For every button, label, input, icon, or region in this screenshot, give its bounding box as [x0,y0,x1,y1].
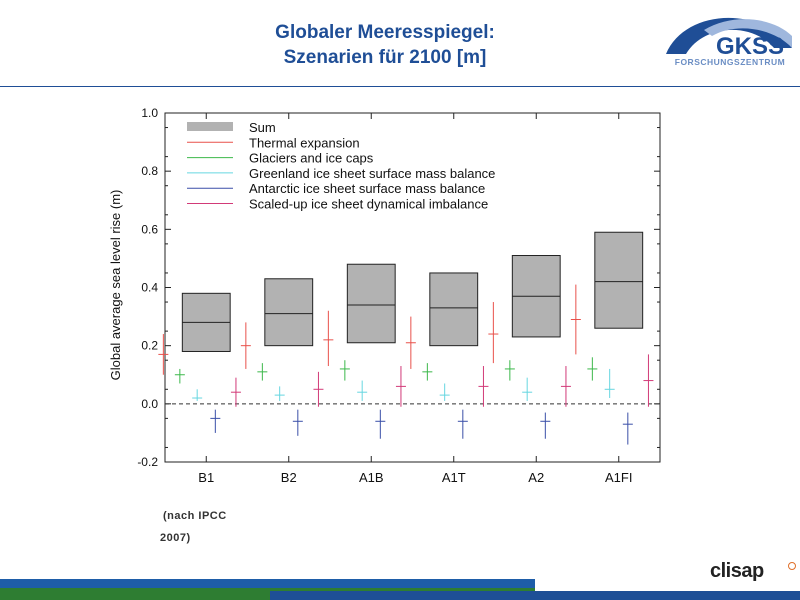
legend-label-greenland: Greenland ice sheet surface mass balance [249,166,495,181]
sum-box [264,278,314,347]
gkss-logo-name: GKSS [716,33,784,60]
title-line-1: Globaler Meeresspiegel: [275,22,495,43]
gkss-logo-subtitle: FORSCHUNGSZENTRUM [674,57,786,67]
sum-box [346,263,396,344]
source-line-1: (nach IPCC [163,510,227,522]
x-tick-label: B2 [281,470,297,485]
header-divider [0,86,800,87]
source-line-2: 2007) [160,532,191,544]
page-title: Globaler Meeresspiegel: Szenarien für 21… [200,20,570,70]
sum-box [594,231,644,329]
y-tick-label: 0.0 [141,397,158,411]
footer-bar-green-bottom [0,591,270,600]
footer-bar-blue [0,579,535,588]
legend-label-antarctic: Antarctic ice sheet surface mass balance [249,181,485,196]
legend-label-thermal: Thermal expansion [249,135,360,150]
x-tick-label: A1B [359,470,384,485]
sum-box [429,272,479,347]
x-tick-label: A1T [442,470,466,485]
footer-bar-blue-bottom [0,591,800,600]
y-tick-label: 0.2 [141,339,158,353]
y-axis-label: Global average sea level rise (m) [108,190,123,381]
clisap-logo: clisap [710,560,764,582]
legend-swatch-sum [187,122,233,131]
gkss-logo: GKSS [666,17,792,60]
title-line-2: Szenarien für 2100 [m] [283,47,487,68]
gkss-logo-arc-light [704,19,792,48]
x-tick-label: A1FI [605,470,632,485]
sea-level-chart: Global average sea level rise (m) 1.0 0.8… [108,106,661,485]
y-tick-label: -0.2 [137,455,158,469]
y-tick-label: 0.6 [141,222,158,236]
legend-label-glaciers: Glaciers and ice caps [249,151,374,166]
x-tick-label: B1 [198,470,214,485]
y-tick-label: 0.8 [141,164,158,178]
x-tick-label: A2 [528,470,544,485]
source-note: (nach IPCC 2007) [160,505,227,549]
y-tick-label: 0.4 [141,281,158,295]
legend-label-sum: Sum [249,120,276,135]
legend-label-dynamical: Scaled-up ice sheet dynamical imbalance [249,197,488,212]
clisap-logo-ring-icon [788,562,796,570]
y-tick-label: 1.0 [141,106,158,120]
